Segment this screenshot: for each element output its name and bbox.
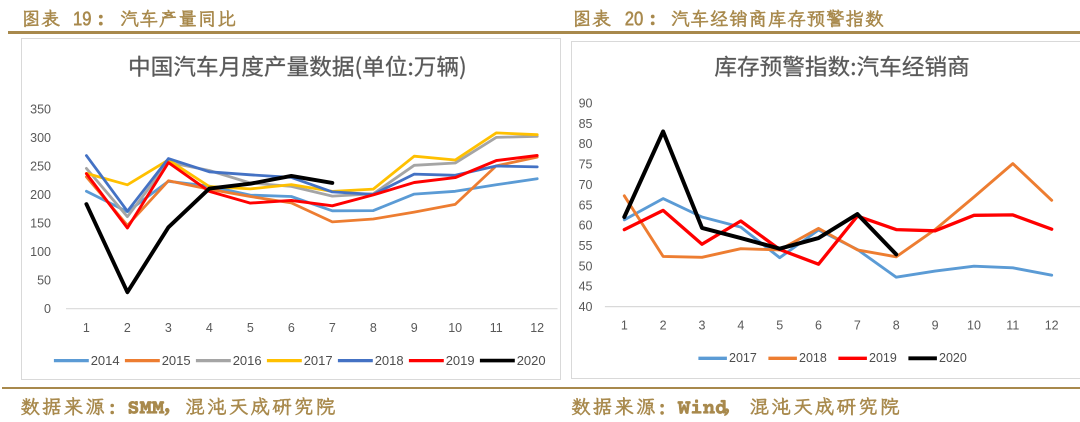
svg-text:70: 70 (579, 178, 593, 192)
svg-text:0: 0 (44, 302, 51, 316)
svg-text:55: 55 (579, 239, 593, 253)
svg-text:2020: 2020 (939, 351, 967, 365)
svg-text:11: 11 (1006, 318, 1019, 332)
svg-text:11: 11 (490, 321, 503, 335)
svg-text:300: 300 (30, 131, 51, 145)
svg-text:6: 6 (815, 318, 822, 332)
svg-text:1: 1 (621, 318, 628, 332)
svg-text:250: 250 (30, 159, 51, 173)
svg-text:5: 5 (776, 318, 783, 332)
svg-text:2019: 2019 (869, 351, 897, 365)
svg-text:2016: 2016 (233, 353, 262, 368)
svg-text:85: 85 (579, 117, 593, 131)
svg-text:2020: 2020 (517, 353, 546, 368)
svg-text:2018: 2018 (375, 353, 404, 368)
svg-text:2014: 2014 (91, 353, 120, 368)
svg-text:6: 6 (288, 321, 295, 335)
svg-text:2017: 2017 (729, 351, 757, 365)
svg-text:9: 9 (932, 318, 939, 332)
svg-text:80: 80 (579, 137, 593, 151)
svg-text:4: 4 (737, 318, 744, 332)
svg-text:50: 50 (579, 259, 593, 273)
svg-text:4: 4 (206, 321, 213, 335)
svg-text:2018: 2018 (799, 351, 827, 365)
svg-text:3: 3 (165, 321, 172, 335)
svg-text:150: 150 (30, 216, 51, 230)
svg-text:65: 65 (579, 198, 593, 212)
svg-text:50: 50 (37, 273, 51, 287)
svg-text:40: 40 (579, 300, 593, 314)
svg-text:10: 10 (967, 318, 981, 332)
svg-text:2015: 2015 (162, 353, 191, 368)
svg-text:12: 12 (530, 321, 544, 335)
svg-text:2: 2 (124, 321, 131, 335)
svg-text:60: 60 (579, 219, 593, 233)
svg-text:75: 75 (579, 158, 593, 172)
svg-text:7: 7 (854, 318, 861, 332)
svg-text:100: 100 (30, 245, 51, 259)
svg-text:8: 8 (370, 321, 377, 335)
svg-text:1: 1 (83, 321, 90, 335)
svg-text:8: 8 (893, 318, 900, 332)
svg-text:2: 2 (660, 318, 667, 332)
svg-text:9: 9 (411, 321, 418, 335)
svg-text:3: 3 (699, 318, 706, 332)
svg-text:90: 90 (579, 97, 593, 111)
svg-text:200: 200 (30, 188, 51, 202)
svg-text:45: 45 (579, 280, 593, 294)
svg-text:5: 5 (247, 321, 254, 335)
svg-text:2017: 2017 (304, 353, 333, 368)
svg-text:10: 10 (448, 321, 462, 335)
svg-text:7: 7 (329, 321, 336, 335)
svg-text:350: 350 (30, 103, 51, 117)
svg-text:2019: 2019 (446, 353, 475, 368)
svg-text:12: 12 (1045, 318, 1059, 332)
